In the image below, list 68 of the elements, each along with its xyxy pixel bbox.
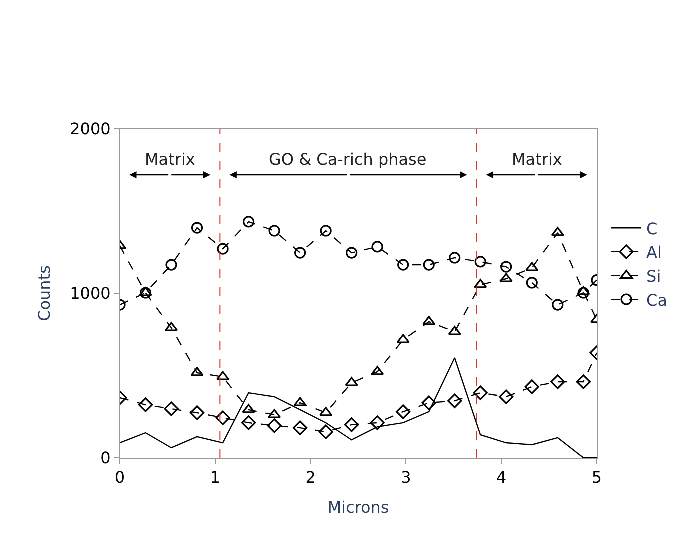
point [526, 277, 538, 289]
legend-label: Al [646, 243, 662, 262]
x-tick-label: 1 [210, 468, 220, 488]
point [190, 367, 204, 376]
annotation: Matrix [512, 150, 562, 169]
point [422, 316, 436, 326]
point [345, 377, 358, 386]
point [217, 243, 229, 255]
point [370, 416, 385, 430]
y-tick-label: 1000 [70, 284, 111, 304]
point [474, 256, 486, 268]
point [448, 394, 462, 408]
point [293, 420, 308, 436]
x-tick-label: 2 [306, 468, 316, 488]
point [242, 216, 255, 228]
x-tick-label: 5 [592, 468, 602, 488]
point [320, 225, 332, 237]
point [268, 225, 280, 237]
point [344, 418, 360, 432]
point [474, 279, 488, 288]
point [550, 374, 566, 390]
point [166, 259, 178, 271]
legend-label: Si [646, 266, 662, 286]
point [190, 406, 205, 420]
point [138, 398, 154, 412]
x-tick-label: 3 [401, 468, 412, 488]
point [346, 247, 358, 259]
point [371, 366, 384, 376]
x-axis-title: Microns [328, 498, 390, 517]
point [396, 404, 411, 420]
point [398, 259, 410, 271]
point [577, 286, 590, 296]
point [449, 252, 461, 264]
point [164, 402, 179, 416]
point [267, 418, 282, 434]
legend-label: Ca [646, 290, 668, 310]
point [524, 380, 540, 394]
point [578, 287, 590, 299]
point [241, 416, 256, 430]
point [294, 397, 307, 406]
annotation: Matrix [145, 150, 196, 169]
point [396, 334, 410, 344]
point [500, 261, 512, 273]
point [552, 299, 564, 311]
point [191, 222, 204, 234]
point [473, 386, 488, 400]
point [551, 227, 564, 236]
point [526, 262, 539, 272]
point [500, 273, 513, 282]
point [216, 410, 230, 426]
y-tick-label: 0 [100, 448, 111, 468]
legend-label: C [646, 219, 658, 238]
point [423, 259, 435, 271]
x-tick-label: 0 [114, 468, 126, 488]
y-tick-label: 2000 [70, 120, 111, 139]
point [139, 287, 152, 296]
point [576, 374, 591, 390]
x-tick-label: 4 [496, 468, 507, 488]
point [242, 404, 256, 414]
point [140, 287, 152, 299]
point [372, 241, 384, 253]
point [294, 247, 306, 259]
point [448, 326, 462, 336]
annotation: GO & Ca-rich phase [269, 150, 427, 169]
y-axis-title: Counts [34, 266, 54, 322]
point [422, 396, 436, 410]
point [499, 390, 514, 404]
point [318, 424, 334, 440]
